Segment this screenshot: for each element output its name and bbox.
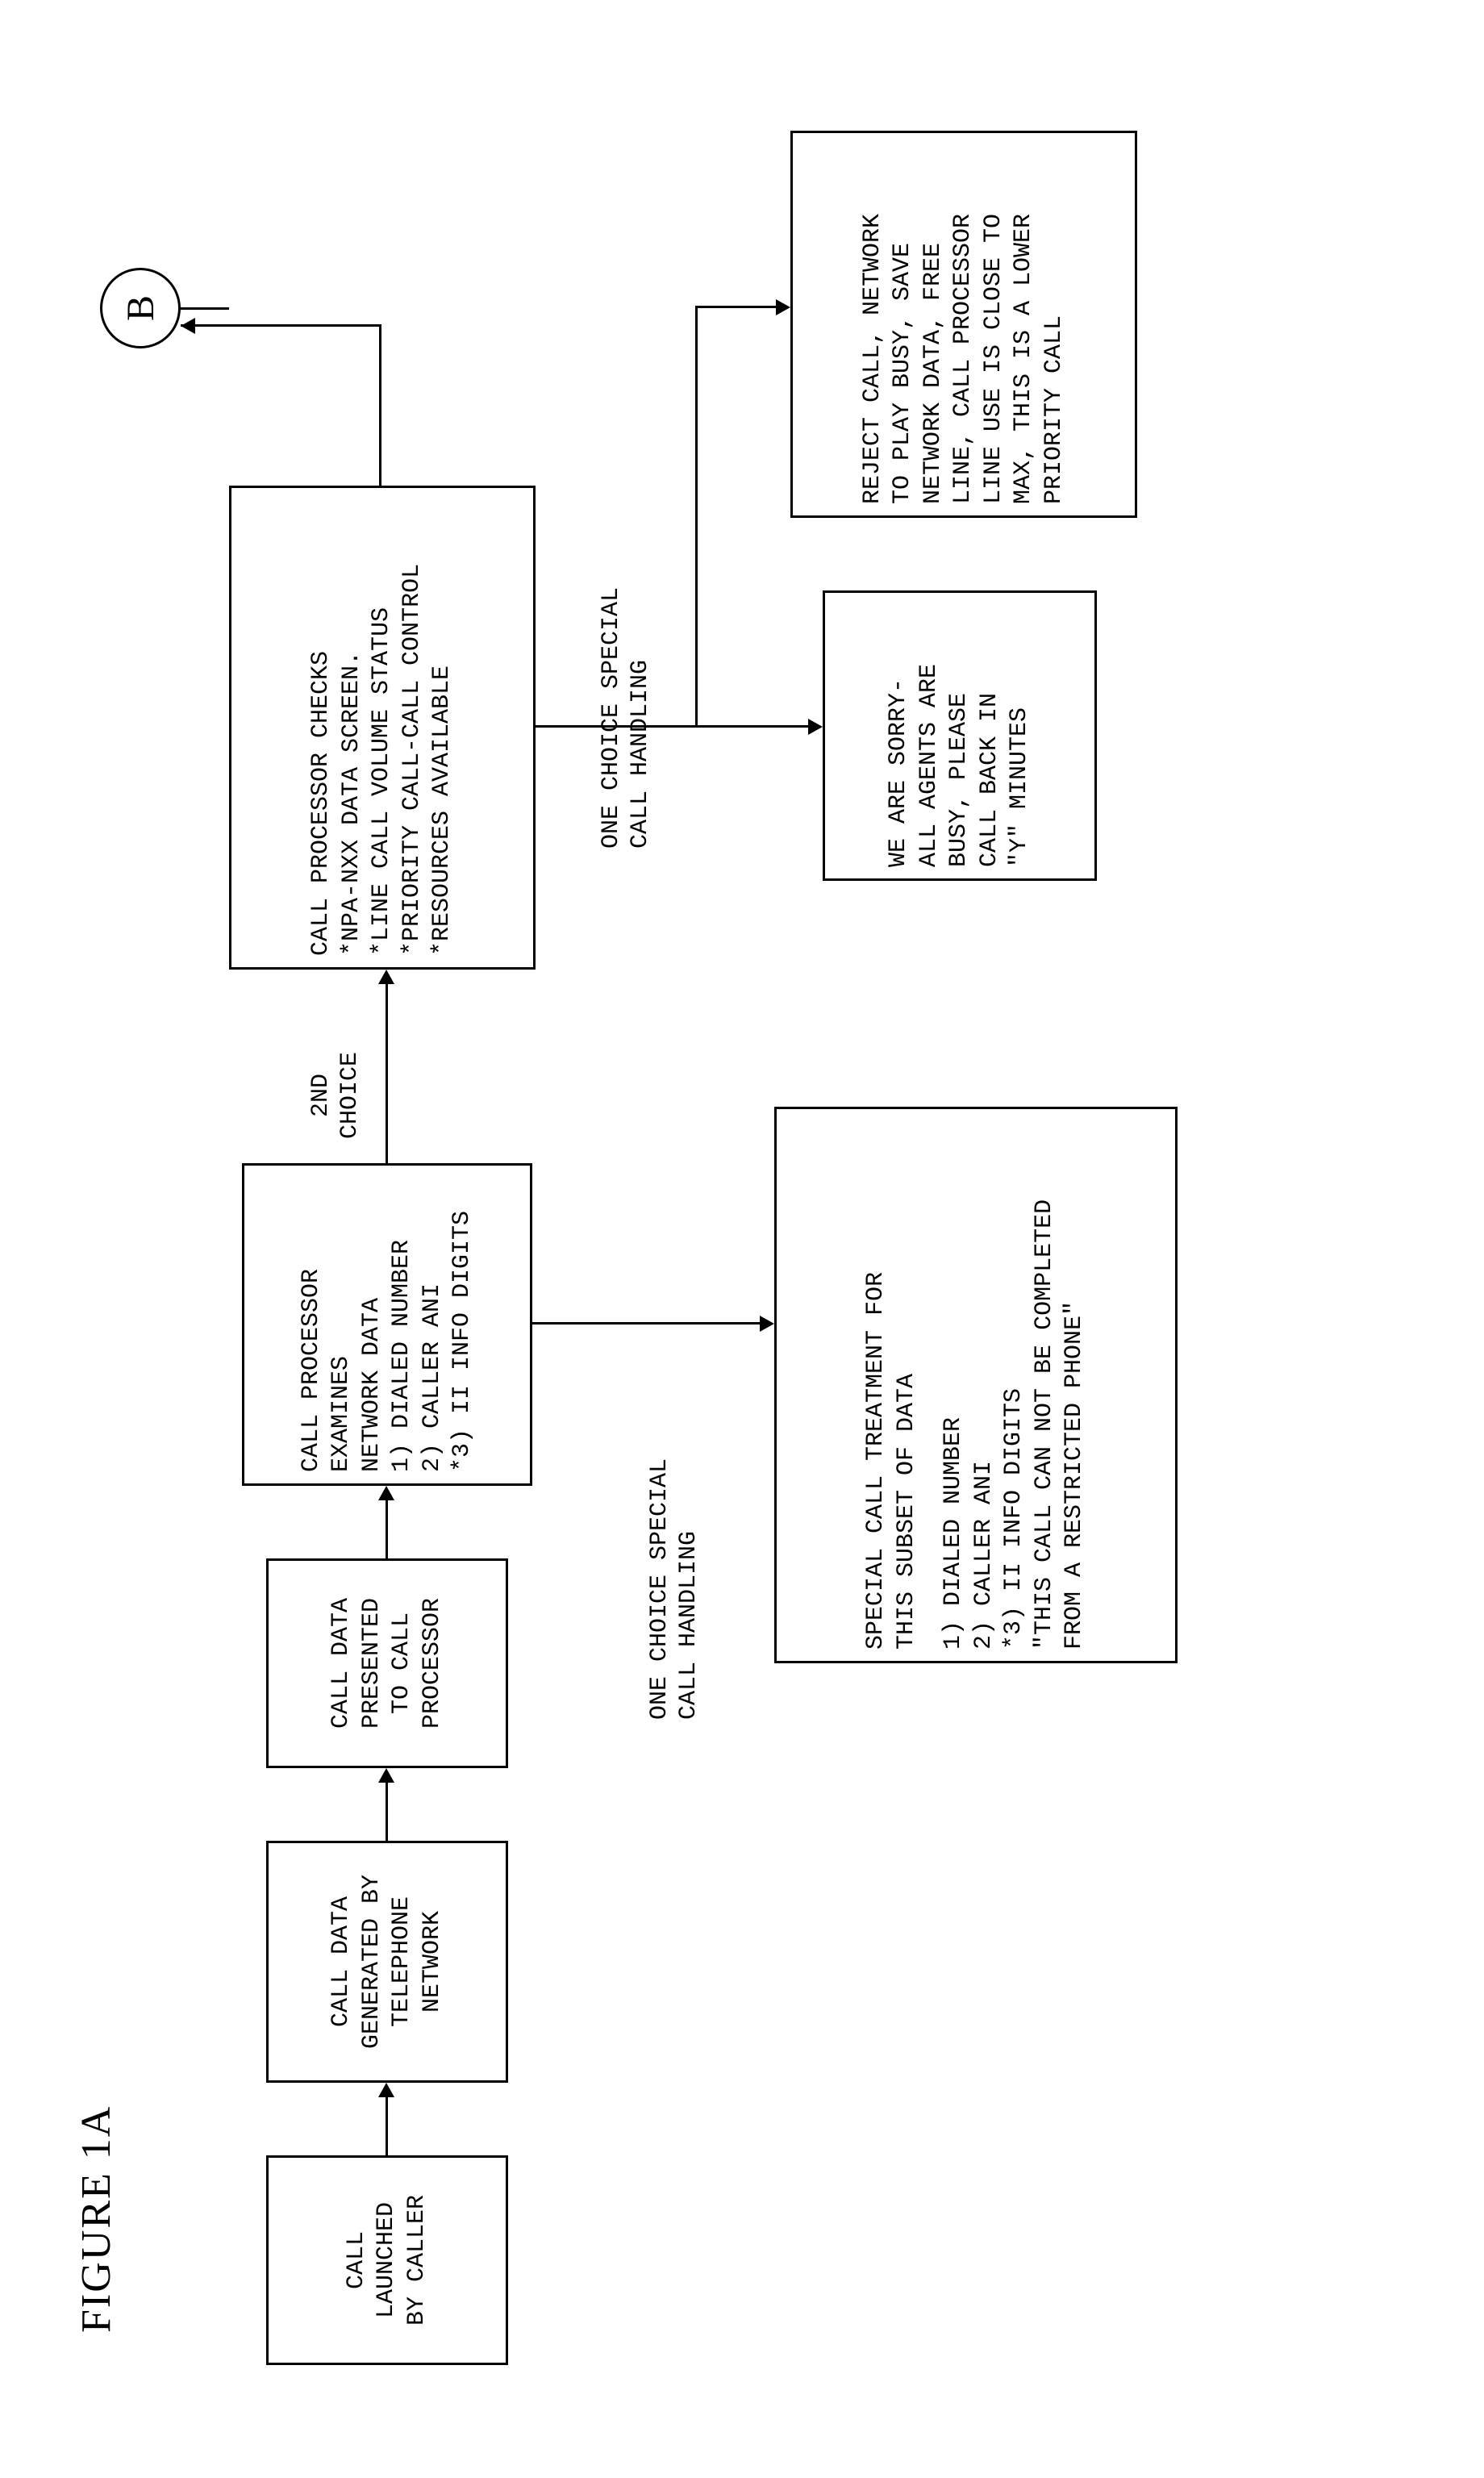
edge-label-2nd-choice: 2NDCHOICE <box>306 1052 365 1139</box>
connector-b: B <box>100 268 181 348</box>
node-call-processor-checks: CALL PROCESSOR CHECKS*NPA-NXX DATA SCREE… <box>229 486 536 970</box>
figure-title: FIGURE 1A <box>73 2105 120 2333</box>
node-special-treatment-subset: SPECIAL CALL TREATMENT FORTHIS SUBSET OF… <box>774 1107 1178 1663</box>
edge-label-special-handling-1: ONE CHOICE SPECIALCALL HANDLING <box>645 1458 703 1720</box>
edge-label-special-handling-2: ONE CHOICE SPECIALCALL HANDLING <box>597 587 655 849</box>
node-agents-busy-message: WE ARE SORRY-ALL AGENTS AREBUSY, PLEASEC… <box>823 590 1097 881</box>
node-call-data-presented: CALL DATAPRESENTEDTO CALLPROCESSOR <box>266 1558 508 1768</box>
node-call-processor-examines: CALL PROCESSOREXAMINESNETWORK DATA1) DIA… <box>242 1163 532 1486</box>
node-call-launched: CALLLAUNCHEDBY CALLER <box>266 2155 508 2365</box>
node-call-data-generated: CALL DATAGENERATED BYTELEPHONENETWORK <box>266 1841 508 2083</box>
node-reject-call: REJECT CALL, NETWORKTO PLAY BUSY, SAVENE… <box>790 131 1137 518</box>
rotated-stage: FIGURE 1A CALLLAUNCHEDBY CALLER CALL DAT… <box>0 0 1484 2478</box>
